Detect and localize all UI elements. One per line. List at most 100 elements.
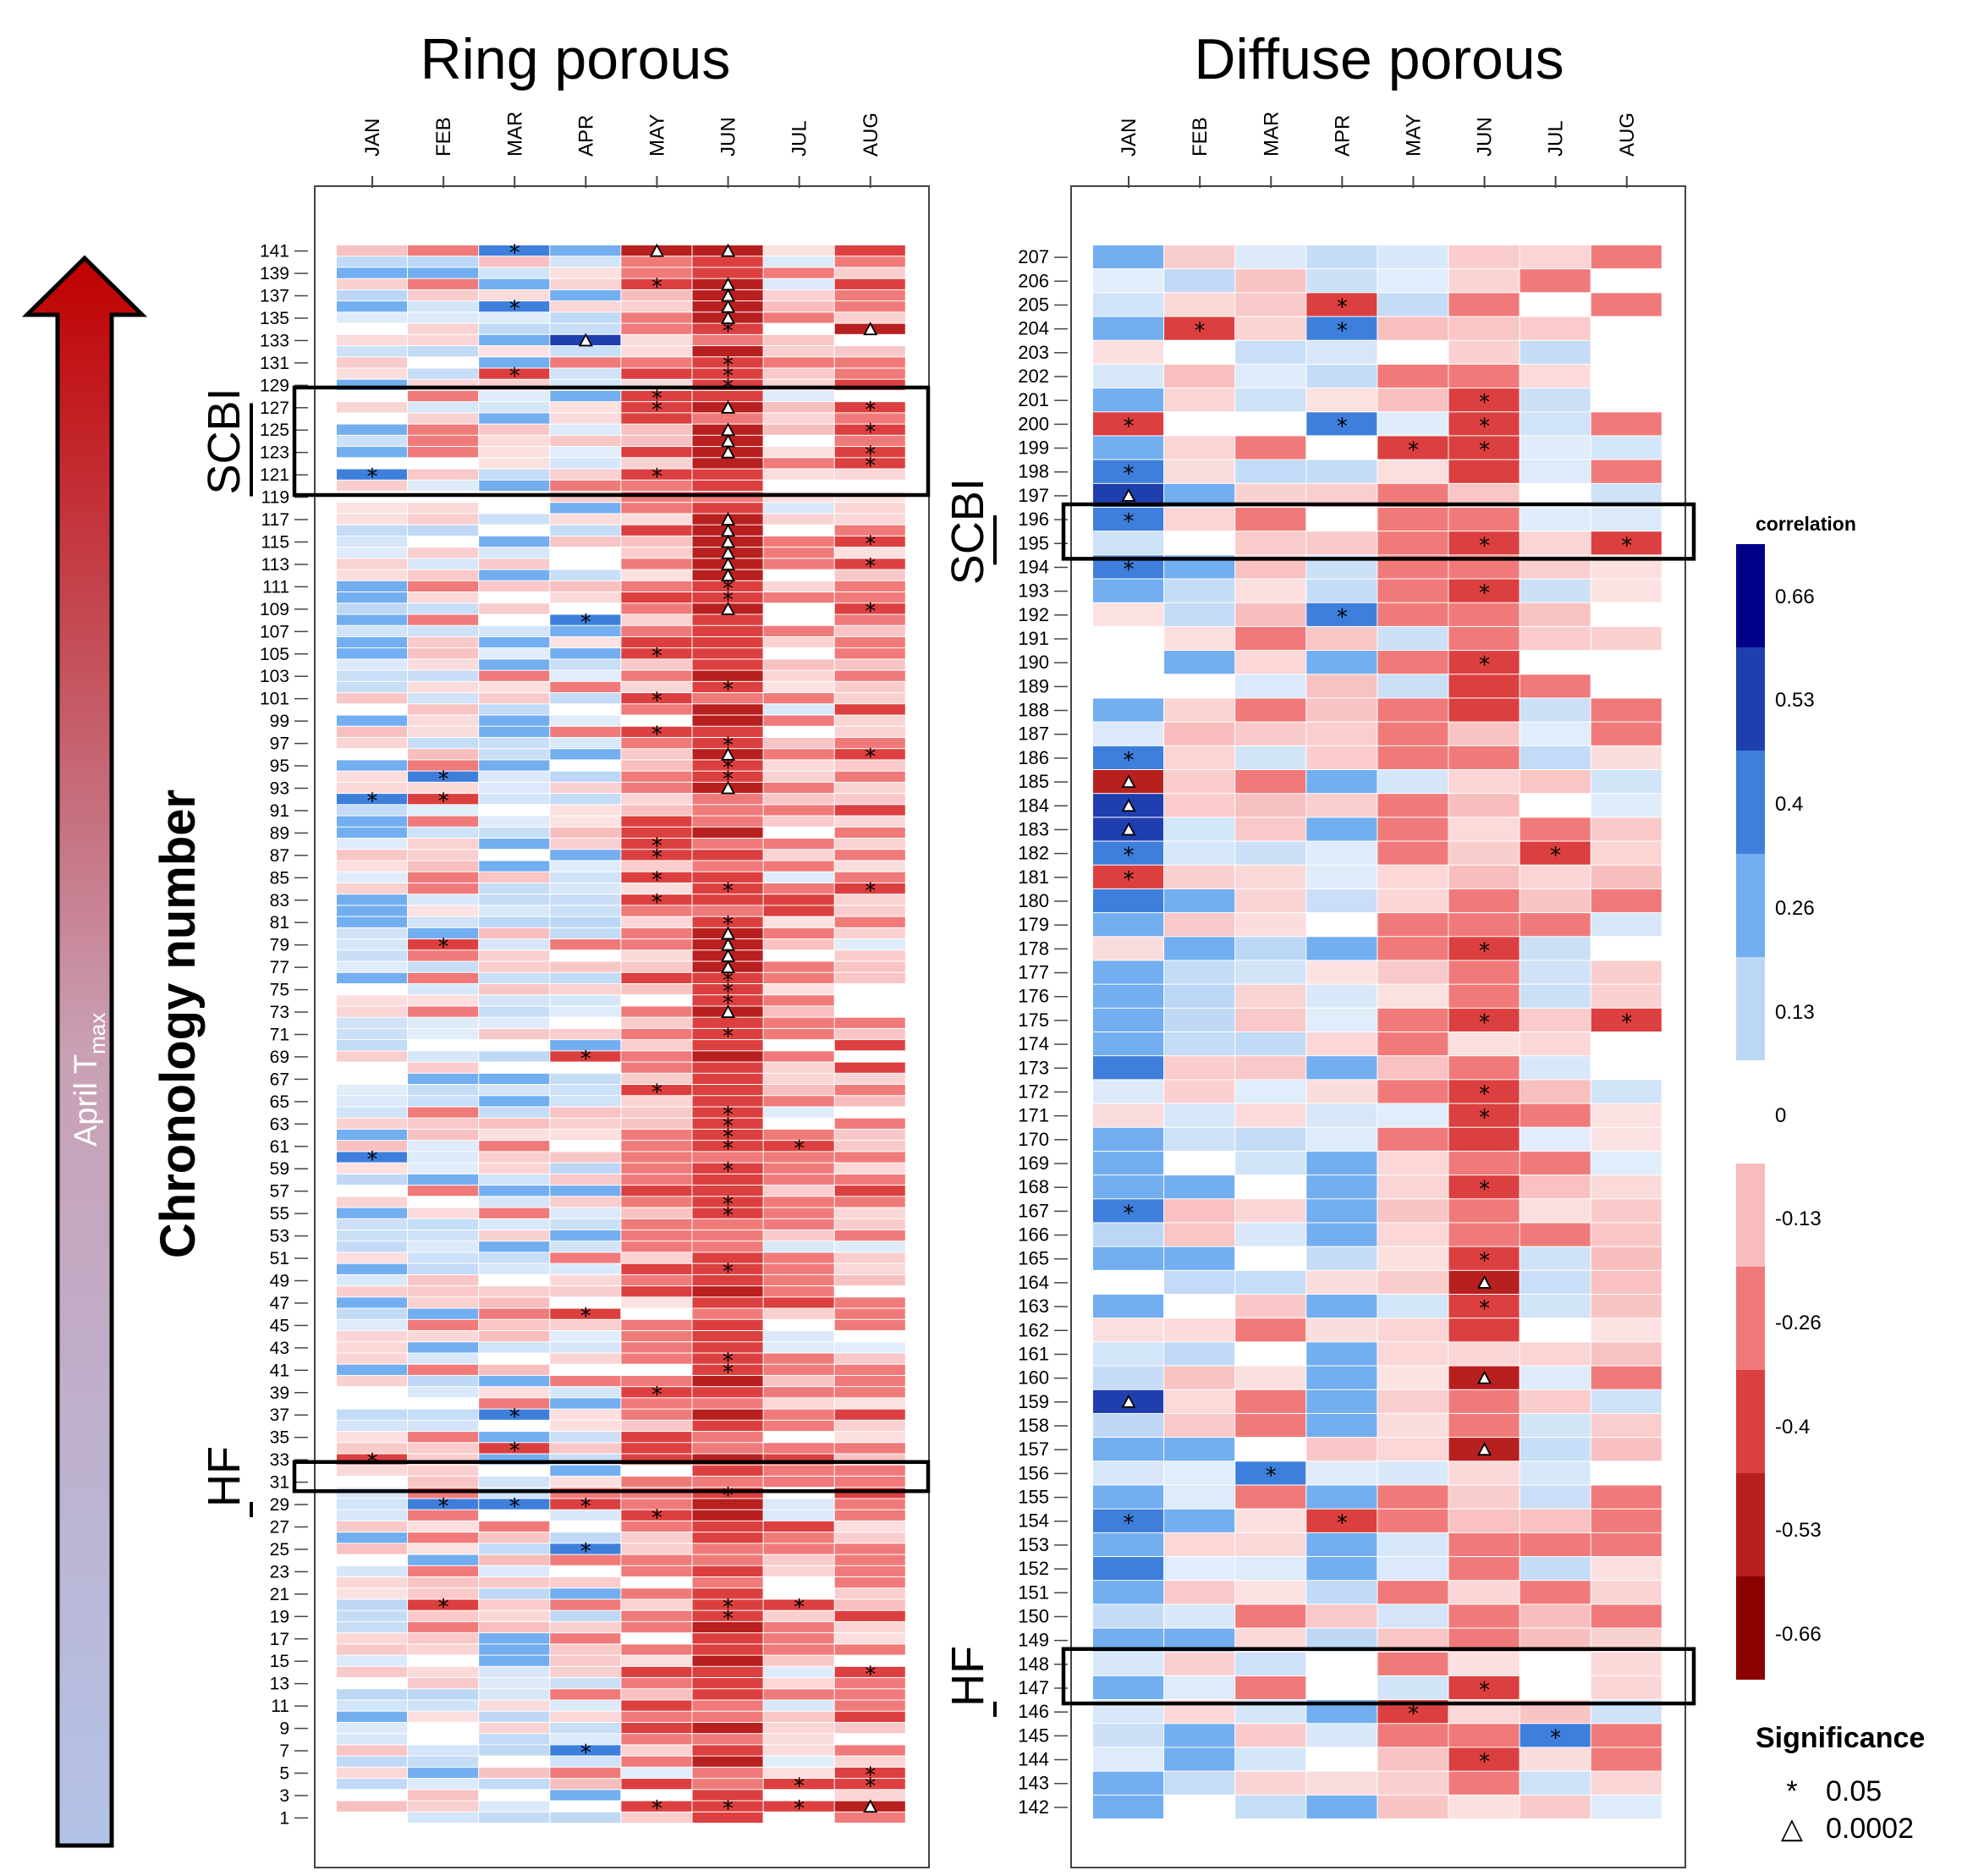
heatmap-cell — [550, 1286, 621, 1297]
significance-star: * — [865, 745, 876, 770]
heatmap-cell — [1591, 1557, 1662, 1581]
heatmap-cell — [479, 1252, 550, 1263]
heatmap-cell — [337, 1565, 408, 1577]
row-label: 166 — [1018, 1224, 1049, 1246]
heatmap-cell — [621, 715, 692, 726]
heatmap-cell — [1520, 1581, 1591, 1604]
heatmap-cell — [1235, 602, 1306, 626]
heatmap-cell — [834, 681, 905, 693]
heatmap-cell — [337, 1308, 408, 1319]
significance-star: * — [367, 789, 378, 815]
heatmap-cell — [479, 939, 550, 950]
heatmap-cell — [1164, 745, 1235, 769]
row-label: 49 — [270, 1271, 289, 1290]
heatmap-cell — [1377, 1581, 1448, 1604]
heatmap-cell — [834, 1040, 905, 1051]
heatmap-cell — [834, 1610, 905, 1621]
heatmap-cell — [692, 1230, 763, 1241]
heatmap-cell — [337, 1745, 408, 1756]
heatmap-cell — [550, 536, 621, 547]
heatmap-cell — [1093, 293, 1164, 316]
heatmap-cell — [1306, 770, 1377, 794]
heatmap-cell — [1093, 1127, 1164, 1151]
heatmap-cell — [1520, 1795, 1591, 1818]
heatmap-cell — [834, 1666, 905, 1678]
heatmap-cell — [550, 278, 621, 289]
heatmap-cell — [337, 312, 408, 323]
heatmap-cell — [408, 1152, 479, 1163]
heatmap-cell — [479, 368, 550, 379]
heatmap-cell — [621, 603, 692, 614]
heatmap-cell — [1591, 1795, 1662, 1818]
heatmap-cell — [692, 827, 763, 839]
significance-star: * — [723, 968, 734, 993]
heatmap-cell — [1235, 1461, 1306, 1485]
heatmap-cell — [763, 1297, 834, 1308]
heatmap-cell — [1448, 651, 1520, 674]
heatmap-cell — [479, 1085, 550, 1096]
heatmap-cell — [621, 256, 692, 267]
heatmap-cell — [550, 368, 621, 379]
heatmap-cell — [550, 1364, 621, 1375]
heatmap-cell — [1520, 1413, 1591, 1438]
heatmap-cell — [834, 670, 905, 681]
heatmap-cell — [621, 1510, 692, 1521]
row-label: 15 — [270, 1652, 289, 1671]
significance-star: * — [723, 1192, 734, 1218]
significance-star: * — [865, 599, 876, 624]
heatmap-cell — [621, 402, 692, 413]
heatmap-cell — [621, 413, 692, 424]
heatmap-cell — [408, 1499, 479, 1510]
heatmap-cell — [834, 1163, 905, 1174]
heatmap-cell — [692, 1779, 763, 1790]
heatmap-cell — [1377, 1485, 1448, 1509]
heatmap-cell — [1164, 1199, 1235, 1223]
heatmap-cell — [692, 1499, 763, 1510]
heatmap-cell — [479, 693, 550, 704]
heatmap-cell — [621, 794, 692, 805]
heatmap-cell — [408, 1443, 479, 1454]
heatmap-cell — [408, 1565, 479, 1577]
heatmap-cell — [1306, 1675, 1377, 1700]
significance-star: * — [651, 890, 662, 916]
heatmap-cell — [1448, 865, 1520, 888]
heatmap-cell — [550, 636, 621, 648]
heatmap-cell — [550, 569, 621, 580]
heatmap-cell — [1164, 651, 1235, 674]
significance-star: * — [651, 1796, 662, 1822]
heatmap-cell — [1520, 1747, 1591, 1771]
heatmap-cell — [337, 659, 408, 670]
heatmap-cell — [834, 390, 905, 402]
heatmap-cell — [1448, 293, 1520, 316]
heatmap-cell — [1306, 531, 1377, 555]
heatmap-cell — [1164, 770, 1235, 794]
row-label: 205 — [1018, 294, 1049, 315]
heatmap-cell — [692, 1174, 763, 1186]
significance-triangle — [721, 780, 736, 795]
significance-title: Significance — [1756, 1722, 1925, 1754]
heatmap-cell — [763, 1801, 834, 1812]
sig-star-symbol: * — [1786, 1775, 1797, 1807]
heatmap-cell — [479, 1801, 550, 1812]
heatmap-cell — [1520, 316, 1591, 340]
heatmap-cell — [621, 916, 692, 927]
ring-porous-panel: Ring porous JAN FEB MAR APR MAY JUN JUL AUG ***… — [199, 27, 931, 1868]
heatmap-cell — [1591, 1103, 1662, 1127]
legend-tick: 0.4 — [1775, 793, 1803, 816]
heatmap-cell — [834, 1174, 905, 1186]
heatmap-cell — [1164, 459, 1235, 483]
heatmap-cell — [337, 1711, 408, 1722]
heatmap-cell — [1164, 388, 1235, 412]
row-label: 141 — [260, 242, 289, 261]
heatmap-cell — [692, 480, 763, 491]
heatmap-cell — [692, 1756, 763, 1767]
heatmap-cell — [337, 839, 408, 850]
heatmap-cell — [550, 1689, 621, 1700]
heatmap-cell — [1164, 1675, 1235, 1700]
heatmap-cell — [1520, 1557, 1591, 1581]
significance-star: * — [651, 387, 662, 412]
heatmap-cell — [692, 1801, 763, 1812]
heatmap-cell — [621, 1163, 692, 1174]
significance-triangle — [721, 311, 736, 324]
heatmap-cell — [763, 245, 834, 256]
